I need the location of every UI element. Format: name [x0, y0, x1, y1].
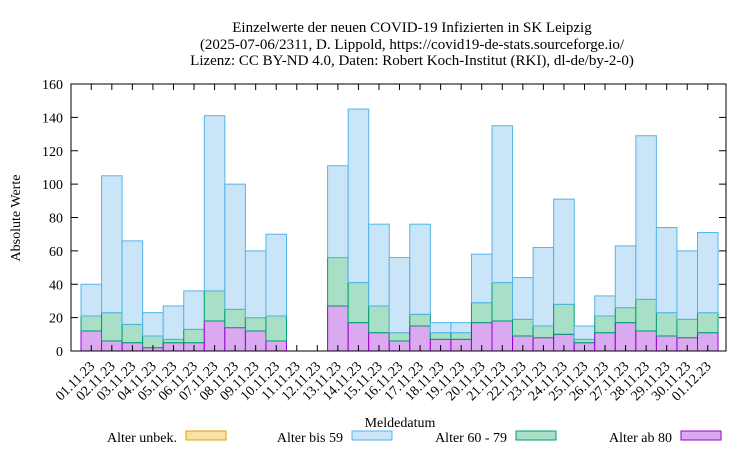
bar-23.11.23-series-1 [532, 325, 555, 339]
y-tick-label: 140 [42, 111, 63, 126]
bar-20.11.23-series-2 [470, 253, 493, 304]
legend-swatch [515, 430, 557, 441]
y-tick-label: 20 [49, 312, 63, 327]
bar-29.11.23-series-1 [655, 312, 678, 337]
y-tick-label: 60 [49, 245, 63, 260]
bar-02.11.23-series-2 [101, 175, 123, 314]
bars-layer [80, 108, 719, 352]
bar-01.12.23-series-2 [697, 232, 719, 314]
bar-26.11.23-series-2 [594, 295, 616, 317]
y-axis-label: Absolute Werte [9, 175, 24, 262]
y-tick-label: 120 [42, 145, 63, 160]
bar-03.11.23-series-1 [121, 323, 144, 344]
bar-05.11.23-series-2 [162, 305, 185, 340]
bar-21.11.23-series-1 [491, 282, 514, 322]
chart-title: Einzelwerte der neuen COVID-19 Infiziert… [190, 20, 634, 69]
bar-07.11.23-series-1 [203, 290, 226, 322]
bar-08.11.23-series-1 [224, 308, 246, 329]
bar-28.11.23-series-2 [635, 135, 657, 300]
legend: Alter unbek. Alter bis 59 Alter 60 - 79 Alt… [107, 430, 722, 446]
bar-16.11.23-series-1 [388, 332, 411, 342]
bar-18.11.23-series-2 [429, 322, 452, 334]
legend-label: Alter unbek. [107, 431, 177, 446]
legend-swatch [351, 430, 393, 441]
bar-10.11.23-series-1 [265, 315, 288, 342]
bar-17.11.23-series-1 [409, 313, 431, 327]
bar-30.11.23-series-2 [676, 250, 699, 320]
bar-28.11.23-series-1 [635, 298, 657, 332]
bar-19.11.23-series-2 [450, 322, 472, 334]
x-axis-label: Meldedatum [365, 416, 436, 431]
bar-01.11.23-series-2 [80, 283, 103, 317]
bar-06.11.23-series-1 [183, 328, 205, 344]
y-tick-label: 80 [49, 212, 63, 227]
bar-22.11.23-series-1 [512, 318, 534, 337]
bar-03.11.23-series-2 [121, 240, 144, 325]
bar-08.11.23-series-2 [224, 183, 246, 310]
bar-24.11.23-series-1 [553, 303, 575, 335]
bar-07.11.23-series-2 [203, 115, 226, 292]
legend-swatch [185, 430, 227, 441]
bar-27.11.23-series-1 [614, 307, 637, 324]
y-tick-label: 100 [42, 178, 63, 193]
bar-15.11.23-series-1 [368, 305, 390, 334]
bar-01.11.23-series-1 [80, 315, 103, 332]
y-tick-label: 0 [56, 345, 63, 360]
bar-26.11.23-series-1 [594, 315, 616, 334]
bar-29.11.23-series-2 [655, 227, 678, 314]
bar-01.12.23-series-1 [697, 312, 719, 334]
bar-23.11.23-series-2 [532, 247, 555, 327]
bar-10.11.23-series-2 [265, 233, 288, 317]
bar-16.11.23-series-2 [388, 257, 411, 334]
bar-13.11.23-series-1 [327, 257, 349, 307]
legend-label: Alter bis 59 [277, 431, 343, 446]
bar-13.11.23-series-2 [327, 165, 349, 259]
bar-19.11.23-series-1 [450, 332, 472, 340]
title-line-3: Lizenz: CC BY-ND 4.0, Daten: Robert Koch… [190, 53, 634, 69]
legend-label: Alter 60 - 79 [435, 431, 507, 446]
bar-06.11.23-series-2 [183, 290, 205, 330]
bar-14.11.23-series-1 [347, 282, 370, 324]
bar-04.11.23-series-2 [142, 312, 164, 337]
bar-18.11.23-series-1 [429, 332, 452, 340]
bar-13.11.23-series-0 [327, 305, 349, 352]
bar-14.11.23-series-2 [347, 108, 370, 284]
bar-22.11.23-series-2 [512, 277, 534, 320]
bar-02.11.23-series-1 [101, 312, 123, 342]
bar-17.11.23-series-2 [409, 223, 431, 315]
bar-05.11.23-series-1 [162, 338, 185, 344]
bar-15.11.23-series-2 [368, 223, 390, 307]
bar-30.11.23-series-1 [676, 318, 699, 339]
bar-24.11.23-series-2 [553, 198, 575, 305]
y-tick-label: 160 [42, 78, 63, 93]
bar-25.11.23-series-2 [573, 325, 596, 340]
bar-09.11.23-series-2 [244, 250, 267, 319]
bar-25.11.23-series-1 [573, 338, 596, 344]
title-line-1: Einzelwerte der neuen COVID-19 Infiziert… [232, 20, 592, 36]
legend-label: Alter ab 80 [609, 431, 672, 446]
bar-21.11.23-series-2 [491, 125, 514, 284]
bar-09.11.23-series-1 [244, 317, 267, 332]
legend-swatch [680, 430, 722, 441]
title-line-2: (2025-07-06/2311, D. Lippold, https://co… [200, 37, 625, 53]
bar-20.11.23-series-1 [470, 302, 493, 324]
bar-27.11.23-series-2 [614, 245, 637, 309]
y-tick-label: 40 [49, 278, 63, 293]
